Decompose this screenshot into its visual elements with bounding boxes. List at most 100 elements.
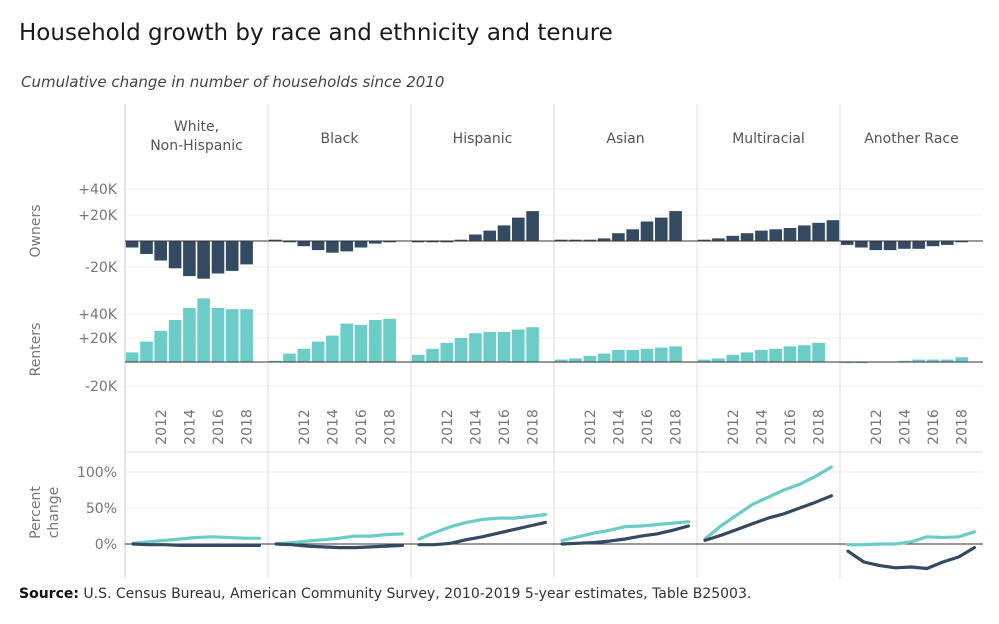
owners-bar xyxy=(512,217,525,241)
renters-bar xyxy=(569,358,582,362)
owners-bar xyxy=(697,239,711,241)
owners-percent-line xyxy=(274,542,404,550)
panel-title-line: Asian xyxy=(606,131,644,147)
x-tick-label: 2012 xyxy=(583,409,599,445)
y-tick-label: +40K xyxy=(78,307,118,323)
x-tick-label: 2014 xyxy=(325,409,341,445)
owners-bar xyxy=(240,241,253,265)
renters-bar xyxy=(554,359,568,362)
x-tick-label: 2014 xyxy=(754,409,770,445)
renters-bar xyxy=(755,350,768,362)
renters-bar xyxy=(926,359,940,362)
panel-title-5: Another Race xyxy=(864,131,959,147)
renters-bar xyxy=(941,359,954,362)
row-label-percent-change: change xyxy=(46,487,62,539)
owners-bar xyxy=(311,241,325,251)
owners-bar xyxy=(912,241,925,249)
owners-bar xyxy=(183,241,196,277)
owners-percent-line xyxy=(131,542,261,548)
renters-bar xyxy=(726,354,740,362)
renters-bar xyxy=(740,352,754,362)
owners-bar xyxy=(454,239,468,241)
renters-bar xyxy=(154,330,167,362)
renters-bar xyxy=(383,318,396,362)
x-tick-label: 2018 xyxy=(669,409,685,445)
chart-subtitle: Cumulative change in number of household… xyxy=(21,73,445,91)
y-tick-label: 0% xyxy=(95,537,117,553)
renters-bar xyxy=(125,352,139,362)
x-tick-label: 2018 xyxy=(955,409,971,445)
owners-bar xyxy=(197,241,210,279)
owners-bar xyxy=(383,241,396,243)
renters-bar xyxy=(168,320,182,362)
owners-bar xyxy=(712,238,725,241)
owners-bar xyxy=(640,221,654,241)
owners-bar xyxy=(369,241,382,244)
owners-bar xyxy=(554,239,568,241)
renters-bar xyxy=(140,341,153,362)
owners-bar xyxy=(941,241,954,245)
renters-bar xyxy=(912,359,925,362)
renters-bar xyxy=(283,353,296,362)
owners-bar xyxy=(783,228,797,241)
panel-title-line: Non-Hispanic xyxy=(150,138,243,154)
owners-bar xyxy=(268,239,282,241)
renters-bar xyxy=(855,362,868,364)
x-tick-label: 2016 xyxy=(926,409,942,445)
owners-bar xyxy=(726,235,740,241)
x-tick-label: 2018 xyxy=(526,409,542,445)
x-tick-label: 2012 xyxy=(154,409,170,445)
renters-bar xyxy=(197,298,210,362)
owners-percent-line xyxy=(560,524,691,546)
owners-bar xyxy=(826,220,840,241)
renters-bar xyxy=(812,342,825,362)
panel-title-line: White, xyxy=(174,119,219,135)
owners-bar xyxy=(626,229,639,241)
owners-bar xyxy=(211,241,225,274)
owners-bar xyxy=(869,241,883,251)
renters-bar xyxy=(655,347,668,362)
renters-bar xyxy=(497,332,511,362)
renters-bar xyxy=(526,327,539,362)
renters-bar xyxy=(469,333,482,362)
renters-bar xyxy=(454,338,468,362)
source-text: U.S. Census Bureau, American Community S… xyxy=(83,586,752,602)
renters-bar xyxy=(783,346,797,362)
y-tick-label: +40K xyxy=(78,182,118,198)
owners-bar xyxy=(898,241,911,249)
owners-bar xyxy=(883,241,897,251)
renters-percent-line xyxy=(846,530,977,547)
x-tick-label: 2018 xyxy=(383,409,399,445)
renters-bar xyxy=(583,356,597,362)
owners-bar xyxy=(955,241,968,243)
renters-bar xyxy=(840,362,854,364)
owners-bar xyxy=(483,230,496,241)
x-tick-label: 2012 xyxy=(726,409,742,445)
owners-bar xyxy=(798,225,811,241)
y-tick-label: -20K xyxy=(85,379,118,395)
x-tick-label: 2014 xyxy=(611,409,627,445)
renters-bar xyxy=(712,358,725,362)
source-label: Source: xyxy=(19,586,79,602)
renters-bar xyxy=(483,332,496,362)
panel-title-line: Multiracial xyxy=(732,131,805,147)
panel-title-1: Black xyxy=(321,131,360,147)
row-label-percent-change: Percent xyxy=(28,486,44,539)
owners-bar xyxy=(769,229,782,241)
x-tick-label: 2016 xyxy=(497,409,513,445)
panel-title-line: Another Race xyxy=(864,131,959,147)
owners-bar xyxy=(168,241,182,269)
renters-bar xyxy=(426,348,439,362)
owners-bar xyxy=(526,211,539,241)
owners-bar xyxy=(840,241,854,245)
renters-bar xyxy=(597,353,611,362)
renters-percent-line xyxy=(703,465,834,541)
renters-bar xyxy=(211,308,225,362)
x-tick-label: 2014 xyxy=(897,409,913,445)
renters-bar xyxy=(512,329,525,362)
owners-bar xyxy=(740,233,754,241)
owners-bar xyxy=(440,241,454,243)
owners-bar xyxy=(497,225,511,241)
owners-percent-line xyxy=(703,494,834,543)
panel-title-0: White, Non-Hispanic xyxy=(150,119,243,154)
